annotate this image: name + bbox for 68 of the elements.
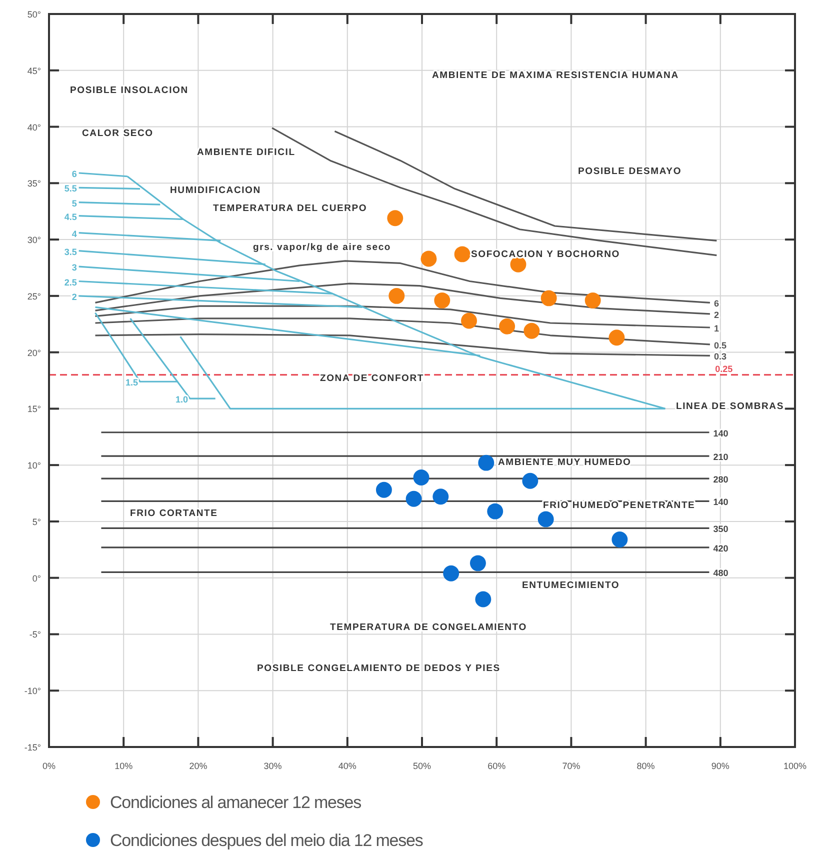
series-label: 3.5 [64, 246, 77, 257]
annotation: ENTUMECIMIENTO [522, 580, 620, 591]
series-label: 0.25 [715, 364, 733, 374]
y-tick-label: 25° [27, 291, 42, 302]
x-tick-label: 80% [636, 761, 655, 771]
annotation: TEMPERATURA DEL CUERPO [213, 203, 368, 214]
series-label: 4 [72, 228, 77, 239]
series-label: 140 [713, 428, 728, 438]
series-label: 350 [713, 524, 728, 534]
y-tick-label: 35° [27, 178, 42, 189]
x-tick-label: 70% [562, 761, 580, 771]
annotation: AMBIENTE DE MAXIMA RESISTENCIA HUMANA [432, 70, 679, 81]
y-tick-label: 10° [27, 460, 42, 471]
series-label: 6 [72, 169, 77, 180]
x-tick-label: 40% [338, 761, 356, 771]
y-tick-label: 15° [27, 404, 42, 414]
x-tick-label: 60% [488, 761, 506, 771]
series-label: 6 [714, 298, 719, 309]
series-label: 0.3 [714, 352, 726, 362]
series-label: 1.0 [175, 394, 188, 405]
y-tick-label: 40° [27, 122, 42, 132]
annotation: TEMPERATURA DE CONGELAMIENTO [330, 622, 527, 633]
y-tick-label: -10° [24, 686, 42, 696]
y-tick-label: 45° [27, 66, 42, 76]
annotation: ZONA DE CONFORT [320, 373, 424, 384]
series-label: 2.5 [64, 277, 77, 288]
series-label: 1 [714, 324, 719, 334]
x-tick-label: 10% [114, 761, 133, 771]
y-tick-label: -5° [29, 630, 42, 640]
annotation: FRIO HUMEDO PENETRANTE [543, 500, 696, 511]
annotation: CALOR SECO [82, 128, 154, 139]
series-label: 3 [72, 262, 77, 273]
series-label: 420 [713, 543, 728, 554]
x-tick-label: 0% [42, 761, 56, 771]
series-label: 4.5 [64, 212, 77, 222]
x-tick-label: 20% [189, 761, 208, 771]
series-label: 5.5 [64, 184, 77, 194]
y-tick-label: 5° [32, 516, 42, 527]
annotation: HUMIDIFICACION [170, 185, 261, 196]
x-tick-label: 100% [783, 761, 807, 771]
annotation: FRIO CORTANTE [130, 508, 218, 519]
annotation: AMBIENTE DIFICIL [197, 147, 296, 158]
y-tick-label: 50° [27, 10, 42, 20]
annotation: POSIBLE CONGELAMIENTO DE DEDOS Y PIES [257, 663, 500, 674]
annotation: LINEA DE SOMBRAS [676, 401, 784, 412]
legend-label: Condiciones despues del meio dia 12 meses [110, 831, 423, 850]
annotation: POSIBLE INSOLACION [70, 85, 188, 96]
y-tick-label: -15° [24, 742, 42, 752]
y-tick-label: 30° [27, 235, 42, 246]
series-label: 140 [713, 497, 728, 508]
series-label: 280 [713, 474, 728, 485]
series-label: 5 [72, 198, 77, 208]
x-tick-label: 50% [412, 761, 432, 771]
series-label: 1.5 [125, 378, 138, 388]
annotation: AMBIENTE MUY HUMEDO [498, 457, 632, 468]
annotation: SOFOCACION Y BOCHORNO [471, 249, 620, 260]
series-label: 480 [713, 568, 728, 578]
y-tick-label: 0° [32, 573, 42, 584]
legend-label: Condiciones al amanecer 12 meses [110, 793, 362, 812]
annotation: grs. vapor/kg de aire seco [253, 242, 392, 253]
x-tick-label: 30% [264, 761, 282, 771]
annotation: POSIBLE DESMAYO [578, 166, 682, 177]
y-tick-label: 20° [27, 348, 42, 358]
series-label: 2 [72, 292, 77, 302]
series-label: 2 [714, 310, 719, 320]
x-tick-label: 90% [711, 761, 730, 771]
series-label: 0.5 [714, 340, 726, 350]
series-label: 210 [713, 452, 728, 462]
